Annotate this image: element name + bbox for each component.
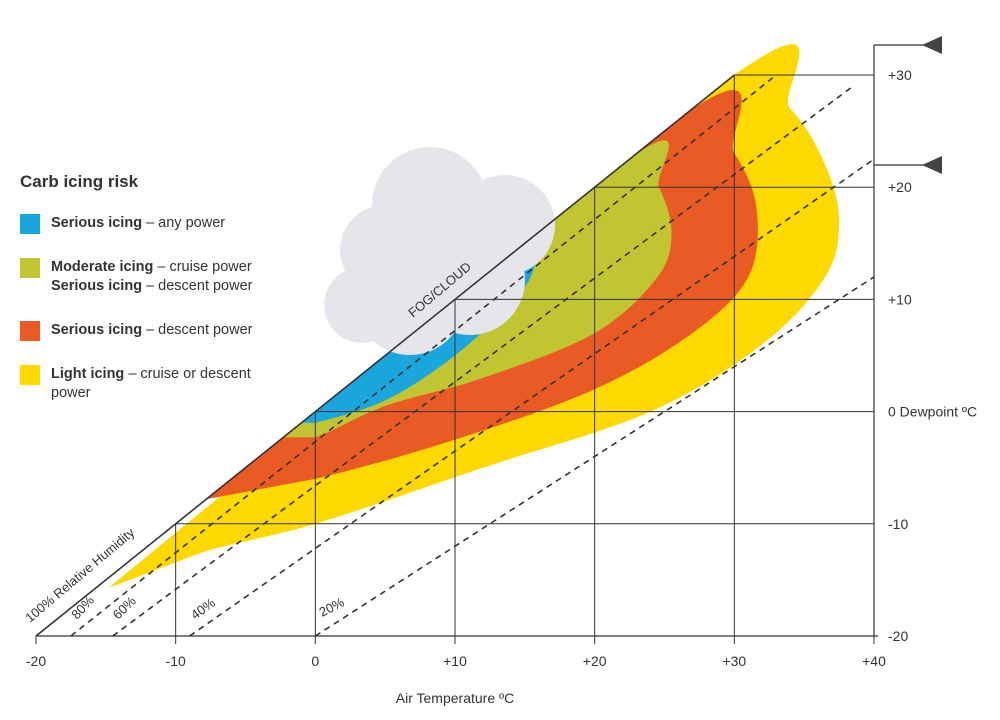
legend-item: Serious icing – any power [20, 214, 290, 234]
legend-item-label: Serious icing – descent power [51, 322, 253, 338]
x-axis-title: Air Temperature ºC [396, 690, 514, 706]
legend-item-label-2: Serious icing – descent power [51, 278, 253, 294]
legend: Carb icing risk Serious icing – any powe… [20, 172, 290, 428]
x-tick-label: +20 [583, 653, 607, 669]
legend-swatch [20, 365, 40, 385]
y-tick-label: +20 [888, 179, 912, 195]
marker-triangle-icon [922, 156, 942, 174]
y-tick-label: +10 [888, 291, 912, 307]
x-tick-label: 0 [311, 653, 319, 669]
humidity-label-4: 40% [188, 595, 218, 623]
y-tick-label: -20 [888, 628, 908, 644]
x-tick-label: +10 [443, 653, 467, 669]
humidity-line-1 [35, 74, 735, 637]
humidity-line-4 [189, 158, 875, 637]
y-tick-label: +30 [888, 67, 912, 83]
humidity-line-2 [70, 74, 777, 637]
grid-lines [175, 74, 874, 636]
marker-triangle-icon [922, 36, 942, 54]
x-tick-label: -20 [26, 653, 46, 669]
legend-swatch [20, 321, 40, 341]
legend-item: Moderate icing – cruise power Serious ici… [20, 258, 290, 296]
legend-swatch [20, 258, 40, 278]
legend-item-label: Moderate icing – cruise power [51, 259, 252, 275]
axes [35, 36, 942, 644]
legend-swatch [20, 214, 40, 234]
y-tick-label: -10 [888, 516, 908, 532]
x-tick-label: +30 [722, 653, 746, 669]
humidity-label-3: 60% [110, 593, 139, 622]
x-tick-label: -10 [166, 653, 186, 669]
x-tick-label: +40 [862, 653, 886, 669]
humidity-line-5 [314, 276, 875, 637]
fog-cloud-illustration [324, 147, 555, 355]
legend-item-label: Light icing – cruise or descent power [51, 366, 251, 401]
humidity-label-2: 80% [68, 592, 97, 622]
legend-title: Carb icing risk [20, 172, 139, 191]
legend-item: Light icing – cruise or descent power [20, 365, 290, 403]
legend-item-label: Serious icing – any power [51, 215, 226, 231]
y-tick-label: 0 Dewpoint ºC [888, 404, 977, 420]
legend-item: Serious icing – descent power [20, 321, 290, 341]
humidity-lines [35, 74, 875, 637]
humidity-label-5: 20% [317, 594, 347, 619]
